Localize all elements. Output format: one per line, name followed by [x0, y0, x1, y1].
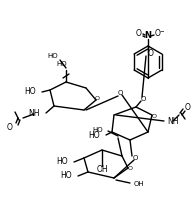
- Text: HO: HO: [24, 88, 36, 97]
- Text: HO: HO: [47, 53, 58, 59]
- Text: NH: NH: [28, 109, 40, 118]
- Text: O: O: [94, 97, 99, 101]
- Text: HO: HO: [60, 171, 72, 181]
- Text: O: O: [155, 29, 161, 38]
- Text: O: O: [7, 124, 13, 133]
- Text: NH: NH: [167, 118, 179, 126]
- Text: OH: OH: [96, 166, 108, 175]
- Text: O: O: [117, 90, 123, 96]
- Text: O: O: [132, 155, 138, 161]
- Text: O: O: [136, 29, 142, 38]
- Text: HO: HO: [56, 158, 68, 166]
- Text: −: −: [160, 29, 164, 34]
- Text: O: O: [127, 166, 132, 170]
- Text: HO: HO: [92, 127, 103, 133]
- Text: HO: HO: [88, 131, 100, 141]
- Text: O: O: [151, 114, 156, 120]
- Text: O: O: [140, 96, 146, 102]
- Text: O: O: [185, 103, 191, 112]
- Text: HO: HO: [56, 61, 67, 67]
- Text: N: N: [145, 32, 151, 40]
- Text: O: O: [148, 50, 154, 59]
- Text: OH: OH: [134, 181, 145, 187]
